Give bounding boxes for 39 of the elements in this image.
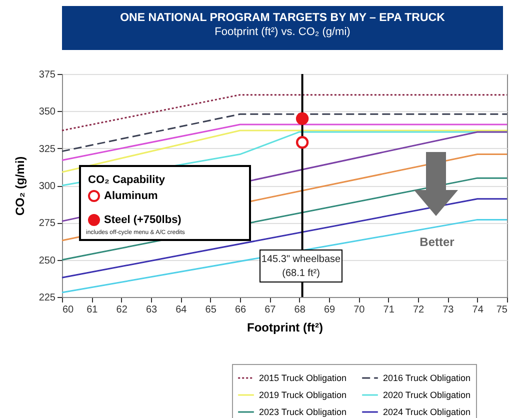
x-tick-label: 64 [176, 304, 188, 316]
x-tick-label: 74 [472, 304, 484, 316]
y-tick-label: 375 [38, 70, 56, 80]
x-tick-label: 63 [146, 304, 158, 316]
y-tick-label: 350 [38, 106, 56, 118]
legend-label: Aluminum [104, 190, 158, 202]
legend-label: 2020 Truck Obligation [383, 390, 471, 400]
x-tick-label: 65 [205, 304, 217, 316]
x-tick-label: 66 [234, 304, 246, 316]
legend-label: 2024 Truck Obligation [383, 407, 471, 417]
x-tick-label: 69 [324, 304, 336, 316]
legend-label: 2019 Truck Obligation [259, 390, 347, 400]
x-tick-label: 71 [383, 304, 395, 316]
x-tick-label: 70 [354, 304, 366, 316]
x-tick-label: 73 [442, 304, 454, 316]
x-tick-label: 60 [62, 304, 74, 316]
y-tick-label: 225 [38, 292, 56, 304]
annotation: 145.3" wheelbase [261, 254, 342, 265]
chart-title: ONE NATIONAL PROGRAM TARGETS BY MY – EPA TRUCK [119, 12, 446, 24]
x-tick-label: 75 [496, 304, 508, 316]
legend-label: 2023 Truck Obligation [259, 407, 347, 417]
x-axis-title: Footprint (ft²) [247, 320, 323, 334]
x-tick-label: 72 [412, 304, 424, 316]
y-tick-label: 275 [38, 218, 56, 230]
x-tick-label: 67 [264, 304, 276, 316]
y-axis-title: CO₂ (g/mi) [12, 156, 27, 216]
y-tick-label: 300 [38, 181, 56, 192]
legend-label: 2016 Truck Obligation [383, 373, 471, 383]
y-tick-label: 325 [38, 144, 56, 155]
legend-title: CO₂ Capability [88, 174, 166, 186]
y-tick-label: 250 [38, 255, 56, 266]
annotation: Better [420, 235, 455, 249]
x-tick-label: 61 [86, 304, 98, 316]
legend-label: 2015 Truck Obligation [259, 373, 347, 383]
annotation: (68.1 ft²) [282, 268, 320, 279]
legend-label: Steel (+750lbs) [104, 214, 182, 226]
x-tick-label: 68 [294, 304, 306, 316]
chart-subtitle: Footprint (ft²) vs. CO₂ (g/mi) [214, 26, 352, 38]
x-tick-label: 62 [116, 304, 128, 316]
